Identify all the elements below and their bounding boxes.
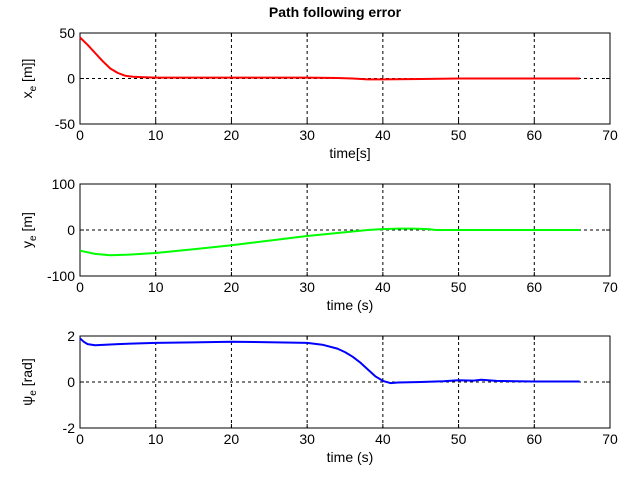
- series-line: [79, 337, 580, 385]
- y-tick-label: 0: [67, 71, 75, 87]
- figure-title: Path following error: [269, 4, 402, 20]
- x-tick-label: 60: [526, 127, 542, 143]
- y-axis-label: xe [m]]: [19, 59, 39, 99]
- x-tick-label: 20: [224, 127, 240, 143]
- y-tick-label: -2: [63, 420, 76, 436]
- x-tick-label: 10: [148, 431, 164, 447]
- y-tick-label: 2: [67, 328, 75, 344]
- x-tick-label: 40: [375, 279, 391, 295]
- x-tick-label: 60: [526, 279, 542, 295]
- x-tick-label: 60: [526, 431, 542, 447]
- x-tick-label: 40: [375, 431, 391, 447]
- x-tick-label: 0: [76, 279, 84, 295]
- x-tick-label: 20: [224, 431, 240, 447]
- x-tick-label: 50: [451, 431, 467, 447]
- x-tick-label: 30: [299, 127, 315, 143]
- x-tick-label: 10: [148, 279, 164, 295]
- x-axis-label: time[s]: [329, 145, 370, 161]
- y-tick-label: 0: [67, 374, 75, 390]
- y-tick-label: 100: [52, 176, 76, 192]
- x-tick-label: 0: [76, 431, 84, 447]
- y-axis-label: ye [m]: [19, 212, 39, 248]
- x-axis-label: time (s): [327, 449, 374, 465]
- x-tick-label: 30: [299, 431, 315, 447]
- x-tick-label: 30: [299, 279, 315, 295]
- y-tick-label: -50: [55, 116, 75, 132]
- series-line: [79, 36, 580, 81]
- y-tick-label: 50: [59, 25, 75, 41]
- x-tick-label: 50: [451, 127, 467, 143]
- x-tick-label: 40: [375, 127, 391, 143]
- x-tick-label: 70: [602, 279, 618, 295]
- x-tick-label: 10: [148, 127, 164, 143]
- y-tick-label: -100: [47, 268, 75, 284]
- x-tick-label: 0: [76, 127, 84, 143]
- x-tick-label: 70: [602, 431, 618, 447]
- series-line: [79, 227, 580, 257]
- x-tick-label: 20: [224, 279, 240, 295]
- y-tick-label: 0: [67, 222, 75, 238]
- x-axis-label: time (s): [327, 297, 374, 313]
- x-tick-label: 50: [451, 279, 467, 295]
- y-axis-label: ψe [rad]: [19, 358, 39, 405]
- x-tick-label: 70: [602, 127, 618, 143]
